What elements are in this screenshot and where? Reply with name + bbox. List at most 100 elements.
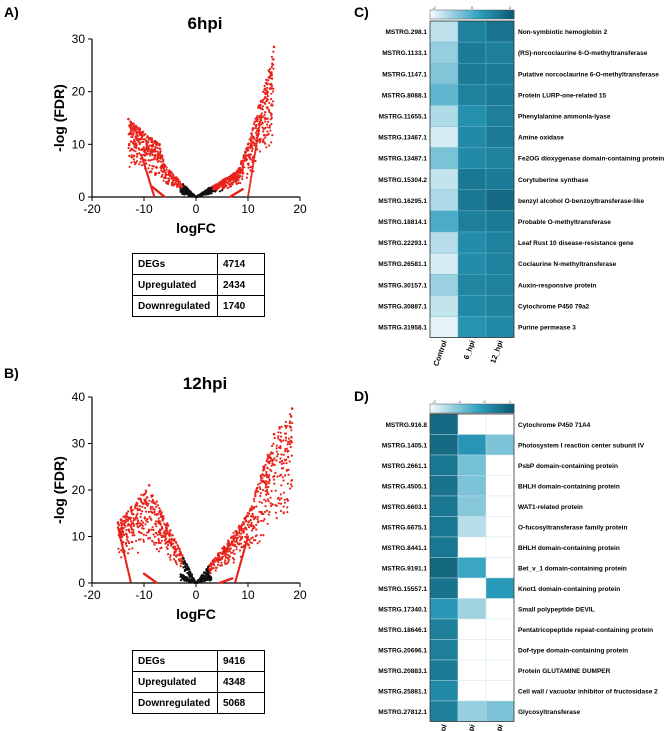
row-gene-name: Small polypeptide DEVIL — [518, 606, 595, 613]
y-tick-label: 0 — [78, 190, 85, 204]
deg-point — [257, 128, 260, 131]
deg-point — [222, 181, 225, 185]
row-gene-name: Putative norcoclaurine 6-O-methyltransfe… — [518, 71, 659, 78]
colorbar-tick: 0 — [471, 6, 474, 10]
nonsig-point — [207, 188, 210, 191]
deg-point — [279, 509, 283, 513]
heatmap-cell — [429, 147, 459, 169]
deg-point — [152, 143, 155, 146]
deg-point — [179, 552, 182, 555]
heatmap-cell — [429, 434, 459, 456]
nonsig-point — [218, 190, 221, 193]
heatmap-cell — [485, 126, 515, 148]
deg-point — [138, 142, 141, 145]
deg-point — [274, 489, 277, 492]
deg-point — [159, 529, 162, 532]
deg-point — [130, 129, 133, 133]
deg-point — [235, 533, 238, 536]
colorbar-swatch — [482, 10, 486, 19]
heatmap-cell — [457, 639, 487, 661]
row-gene-id: MSTRG.1133.1 — [382, 50, 427, 57]
deg-point — [155, 142, 158, 145]
heatmap-cell — [485, 639, 515, 661]
deg-point — [141, 521, 145, 524]
deg-point — [136, 522, 139, 525]
deg-point — [248, 138, 251, 141]
colorbar-swatch — [493, 404, 496, 413]
nonsig-point — [184, 578, 187, 581]
deg-point — [135, 135, 138, 139]
deg-point — [179, 562, 182, 565]
deg-point — [260, 501, 263, 504]
deg-point — [267, 79, 270, 82]
deg-point — [221, 555, 224, 558]
colorbar-swatch — [453, 10, 456, 19]
deg-point — [159, 150, 162, 153]
deg-point — [143, 498, 146, 501]
deg-point — [249, 507, 252, 510]
deg-point — [271, 63, 274, 66]
deg-point — [270, 469, 273, 472]
row-gene-name: PsbP domain-containing protein — [518, 463, 618, 470]
heatmap-cell — [485, 189, 515, 212]
row-gene-name: Fe2OG dioxygenase domain-containing prot… — [518, 156, 664, 163]
colorbar-swatch — [440, 10, 444, 19]
row-gene-id: MSTRG.13487.1 — [378, 156, 427, 163]
nonsig-point — [181, 192, 184, 195]
table-row: DEGs 4714 — [132, 253, 265, 275]
row-gene-id: MSTRG.4505.1 — [382, 483, 428, 490]
volcano-plot-6hpi: -20 -10 0 10 20 0 10 20 30 logFC -log (FDR) — [51, 32, 307, 236]
deg-point — [161, 518, 164, 522]
deg-point — [165, 533, 168, 536]
heatmap-cell — [457, 189, 487, 212]
row-gene-id: MSTRG.30887.1 — [378, 303, 427, 310]
deg-point — [138, 163, 141, 166]
deg-point — [225, 177, 228, 180]
deg-point — [219, 551, 222, 554]
heatmap-cell — [485, 495, 515, 517]
deg-point — [176, 183, 179, 186]
deg-point — [267, 513, 270, 516]
deg-point — [238, 171, 241, 174]
deg-point — [218, 581, 221, 584]
deg-point — [261, 473, 264, 476]
deg-point — [289, 413, 292, 416]
deg-point — [249, 142, 253, 145]
deg-point — [260, 107, 263, 110]
heatmap-cell — [457, 20, 487, 43]
deg-point — [251, 527, 255, 530]
deg-point — [270, 114, 273, 117]
deg-point — [149, 510, 152, 513]
deg-point — [139, 133, 142, 136]
deg-point — [249, 179, 252, 182]
deg-point — [215, 183, 218, 186]
deg-point — [248, 539, 251, 542]
deg-point — [269, 83, 272, 86]
heatmap-cell — [457, 598, 487, 620]
deg-point — [290, 454, 293, 457]
deg-point — [160, 160, 163, 163]
heatmap-cell — [485, 147, 515, 169]
deg-point — [155, 548, 158, 551]
deg-point — [259, 482, 262, 485]
deg-point — [291, 421, 294, 425]
deg-point — [138, 505, 141, 508]
row-gene-id: MSTRG.2661.1 — [382, 463, 428, 470]
deg-point — [288, 442, 291, 445]
deg-point — [246, 172, 249, 175]
deg-point — [138, 509, 141, 512]
deg-point — [159, 541, 162, 545]
deg-point — [225, 550, 228, 553]
deg-point — [263, 510, 267, 513]
deg-point — [164, 536, 167, 539]
nonsig-point — [188, 193, 191, 196]
nonsig-point — [183, 565, 187, 568]
deg-point — [242, 163, 245, 166]
deg-point — [151, 506, 154, 509]
deg-point — [229, 175, 232, 178]
deg-point — [236, 169, 239, 172]
deg-point — [250, 173, 253, 176]
scatter-points — [116, 407, 294, 585]
deg-label: Downregulated — [132, 295, 218, 317]
deg-point — [147, 146, 150, 149]
